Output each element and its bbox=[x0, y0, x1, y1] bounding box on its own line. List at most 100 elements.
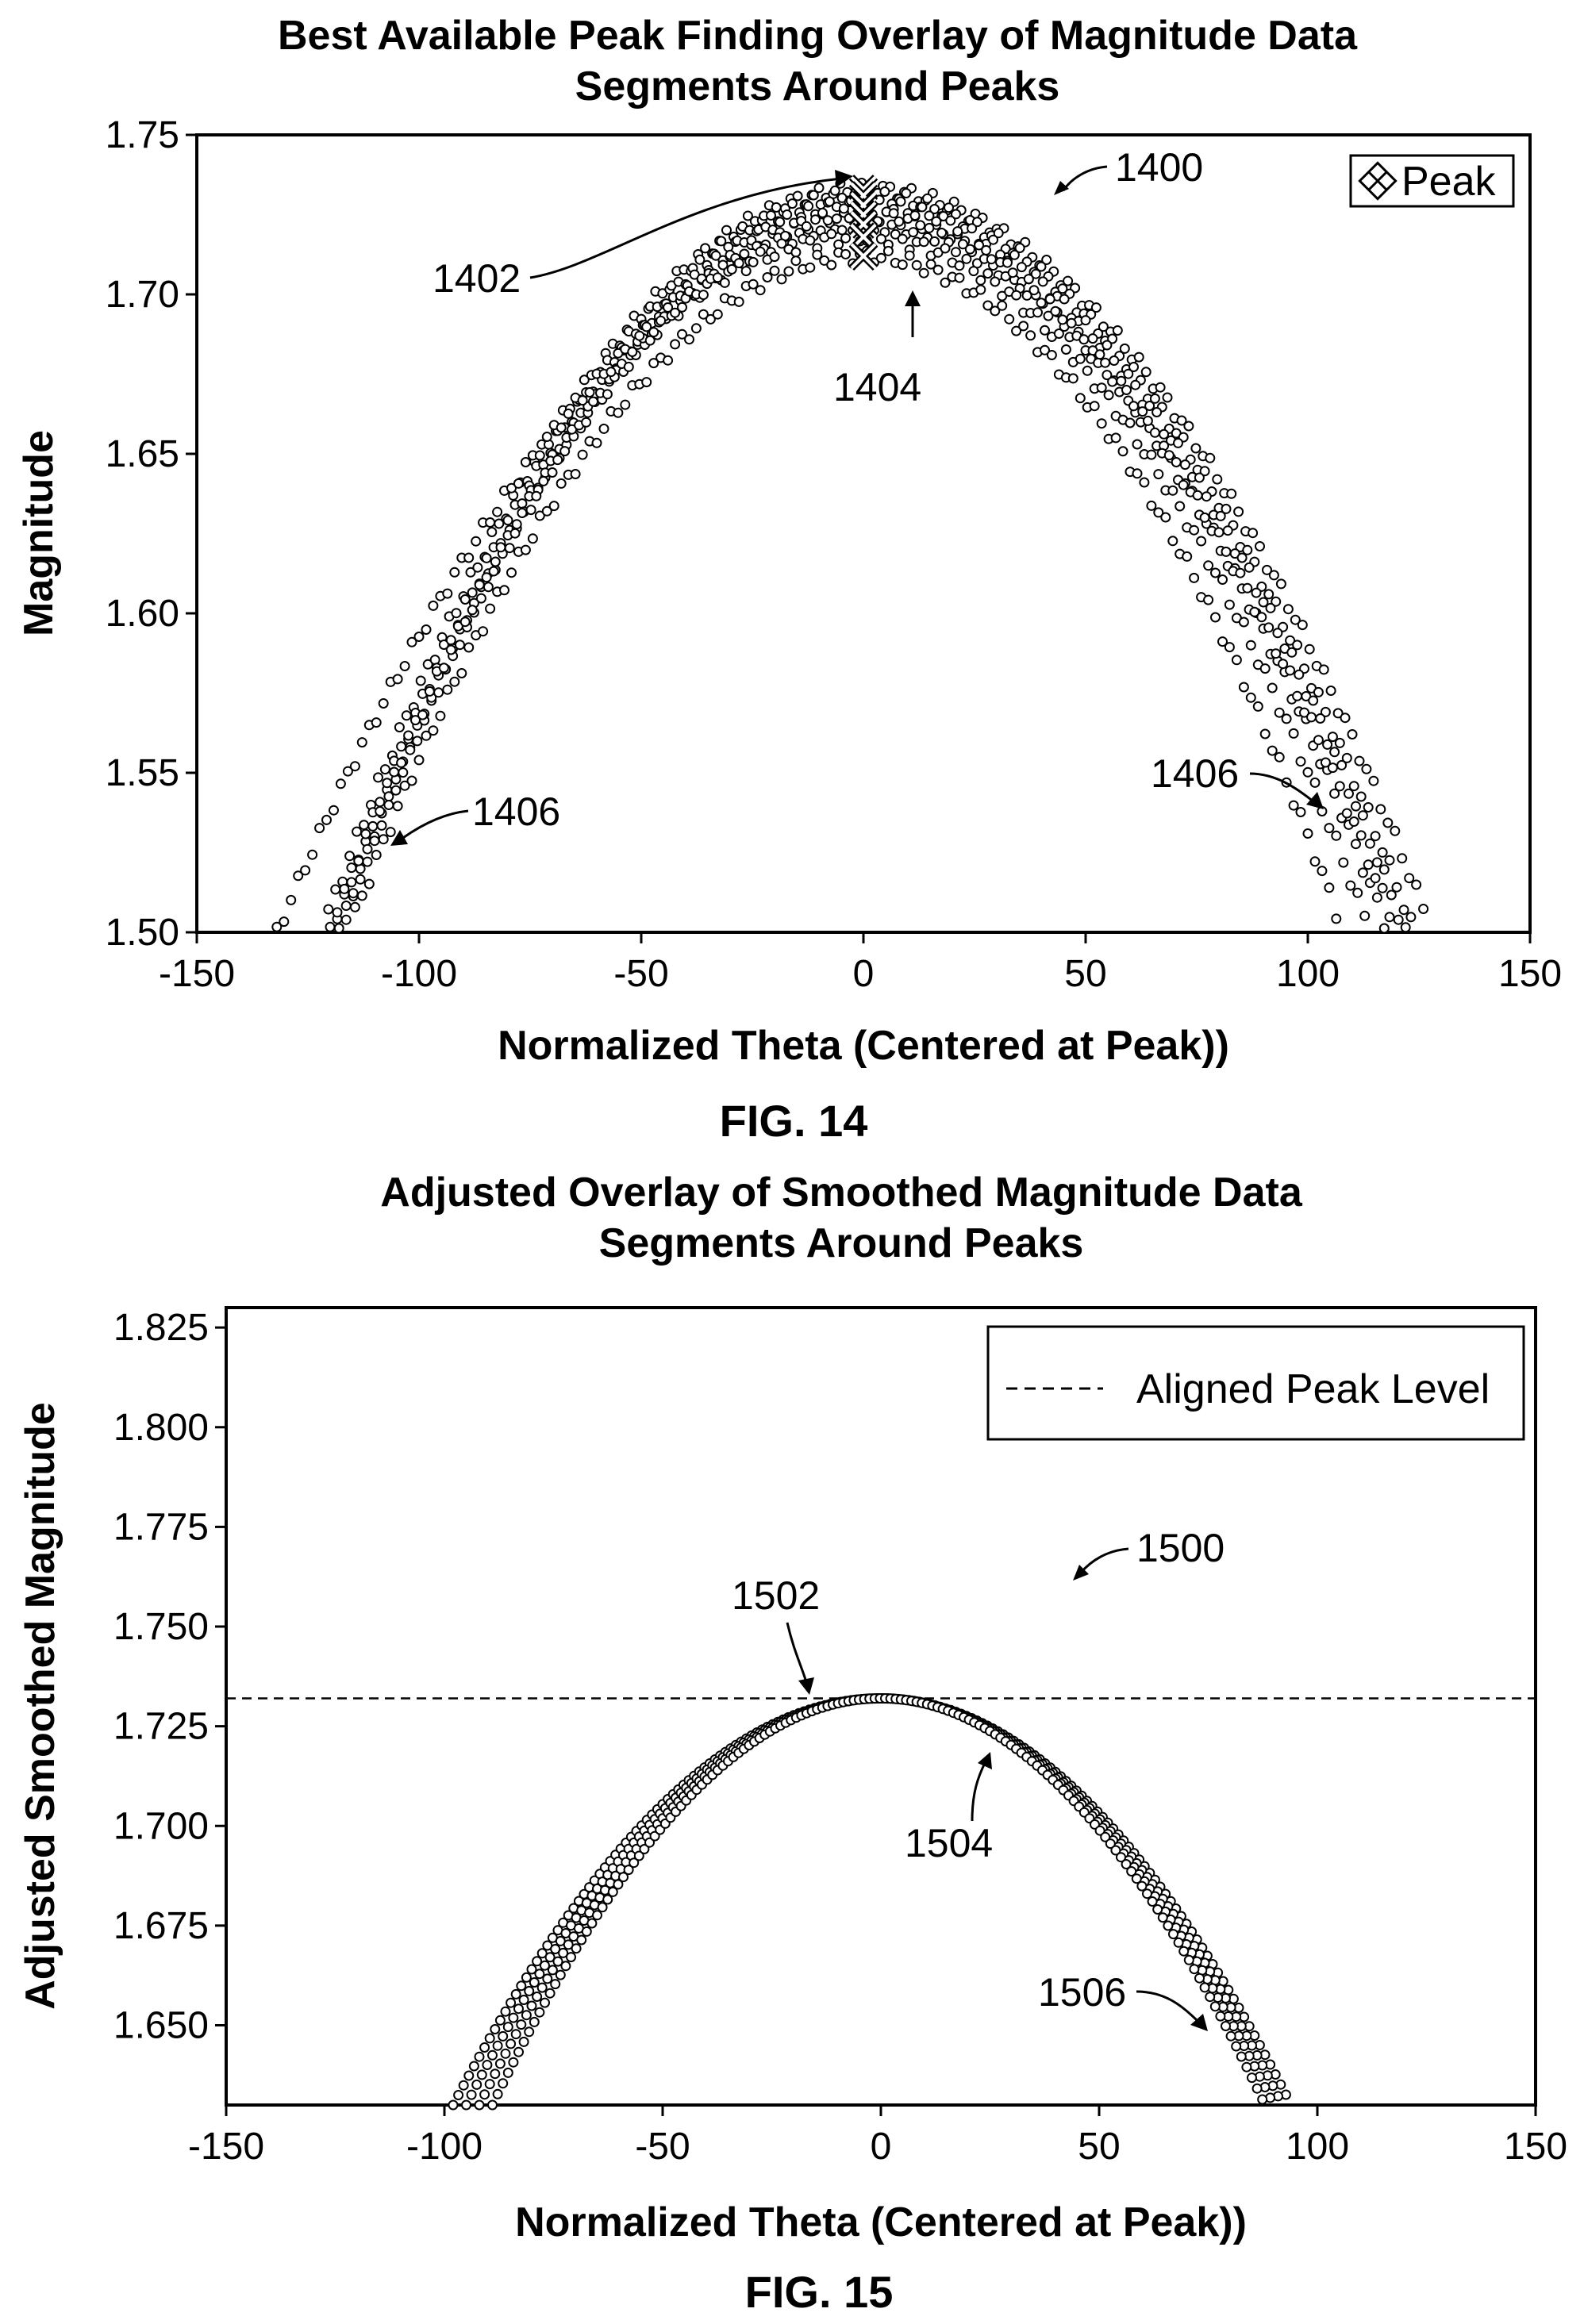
data-point bbox=[620, 399, 631, 410]
data-point bbox=[904, 250, 915, 261]
data-point bbox=[997, 300, 1008, 311]
data-point bbox=[1142, 415, 1153, 426]
data-point bbox=[403, 730, 414, 741]
data-point bbox=[1221, 503, 1232, 514]
data-point bbox=[1183, 421, 1194, 432]
x-tick-label: 150 bbox=[1504, 2126, 1567, 2168]
data-point bbox=[1094, 349, 1105, 360]
data-point bbox=[468, 2061, 479, 2072]
data-point bbox=[1225, 2030, 1236, 2042]
data-point bbox=[1274, 751, 1285, 763]
data-point bbox=[1371, 892, 1382, 903]
data-point bbox=[1205, 452, 1216, 463]
data-point bbox=[1037, 276, 1048, 287]
data-point bbox=[1063, 275, 1074, 286]
data-point bbox=[588, 396, 598, 407]
data-point bbox=[1199, 512, 1210, 523]
data-point bbox=[527, 533, 538, 544]
data-point bbox=[399, 780, 410, 791]
data-point bbox=[508, 2012, 519, 2023]
data-point bbox=[698, 309, 709, 320]
data-point bbox=[808, 190, 819, 201]
data-point bbox=[644, 1837, 655, 1848]
data-point bbox=[471, 2079, 483, 2090]
fig14-ref-1406-left: 1406 bbox=[472, 789, 560, 834]
y-tick-label: 1.650 bbox=[113, 2005, 209, 2047]
data-point bbox=[494, 2058, 506, 2069]
data-point bbox=[476, 2069, 487, 2080]
data-point bbox=[1178, 479, 1189, 490]
data-point bbox=[812, 249, 823, 260]
data-point bbox=[513, 2003, 524, 2015]
data-point bbox=[790, 247, 802, 258]
data-point bbox=[1046, 350, 1057, 360]
data-point bbox=[482, 2060, 493, 2070]
data-point bbox=[1182, 551, 1193, 562]
data-point bbox=[909, 210, 921, 221]
data-point bbox=[803, 201, 814, 212]
data-point bbox=[1299, 707, 1309, 718]
data-point bbox=[1368, 775, 1379, 786]
data-point bbox=[1274, 707, 1285, 718]
data-point bbox=[1249, 606, 1260, 617]
data-point bbox=[1137, 406, 1148, 417]
data-point bbox=[1226, 488, 1237, 499]
data-point bbox=[801, 221, 812, 232]
data-point bbox=[499, 585, 509, 596]
data-point bbox=[606, 367, 617, 378]
data-point bbox=[805, 262, 816, 273]
fig15-ref-1502-arrow bbox=[786, 1622, 808, 1683]
data-point bbox=[922, 193, 933, 204]
data-point bbox=[448, 2099, 459, 2111]
data-point bbox=[908, 227, 919, 238]
data-point bbox=[1075, 393, 1086, 404]
data-point bbox=[1175, 501, 1186, 512]
data-point bbox=[633, 1850, 644, 1861]
data-point bbox=[525, 505, 536, 516]
data-point bbox=[410, 715, 421, 726]
data-point bbox=[629, 1857, 640, 1869]
data-point bbox=[1210, 567, 1221, 578]
data-point bbox=[521, 1972, 532, 1983]
data-point bbox=[931, 216, 942, 227]
data-point bbox=[472, 562, 483, 573]
data-point bbox=[627, 347, 638, 357]
data-point bbox=[694, 254, 705, 265]
data-point bbox=[1189, 1964, 1200, 1975]
data-point bbox=[670, 307, 681, 318]
data-point bbox=[951, 247, 961, 258]
data-point bbox=[975, 275, 986, 286]
x-tick-label: 100 bbox=[1276, 953, 1340, 995]
data-point bbox=[648, 358, 659, 369]
data-point bbox=[517, 508, 528, 518]
data-point bbox=[504, 543, 515, 554]
fig14-ref-1406-right: 1406 bbox=[1151, 751, 1239, 796]
data-point bbox=[442, 684, 453, 695]
data-point bbox=[547, 1965, 558, 1976]
data-point bbox=[1292, 690, 1303, 701]
data-point bbox=[433, 687, 444, 698]
data-point bbox=[456, 668, 467, 678]
data-point bbox=[376, 820, 387, 831]
data-point bbox=[293, 870, 304, 882]
data-point bbox=[776, 274, 787, 285]
data-point bbox=[1201, 491, 1212, 502]
data-point bbox=[1213, 527, 1225, 538]
data-point bbox=[1221, 2021, 1231, 2031]
data-point bbox=[602, 389, 613, 400]
data-point bbox=[1313, 686, 1324, 697]
data-point bbox=[584, 387, 595, 398]
data-point bbox=[684, 334, 694, 345]
data-point bbox=[1285, 635, 1296, 646]
data-point bbox=[1259, 663, 1271, 674]
fig15-ref-1504-arrow bbox=[971, 1761, 987, 1822]
data-point bbox=[1327, 763, 1338, 774]
data-point bbox=[1196, 536, 1207, 547]
data-point bbox=[392, 801, 403, 812]
data-point bbox=[1101, 340, 1113, 351]
data-point bbox=[412, 736, 423, 747]
data-point bbox=[1080, 315, 1091, 326]
data-point bbox=[648, 327, 659, 338]
fig14-x-ticks: -150 -100 -50 0 50 100 150 bbox=[159, 932, 1562, 995]
data-point bbox=[1109, 355, 1120, 366]
